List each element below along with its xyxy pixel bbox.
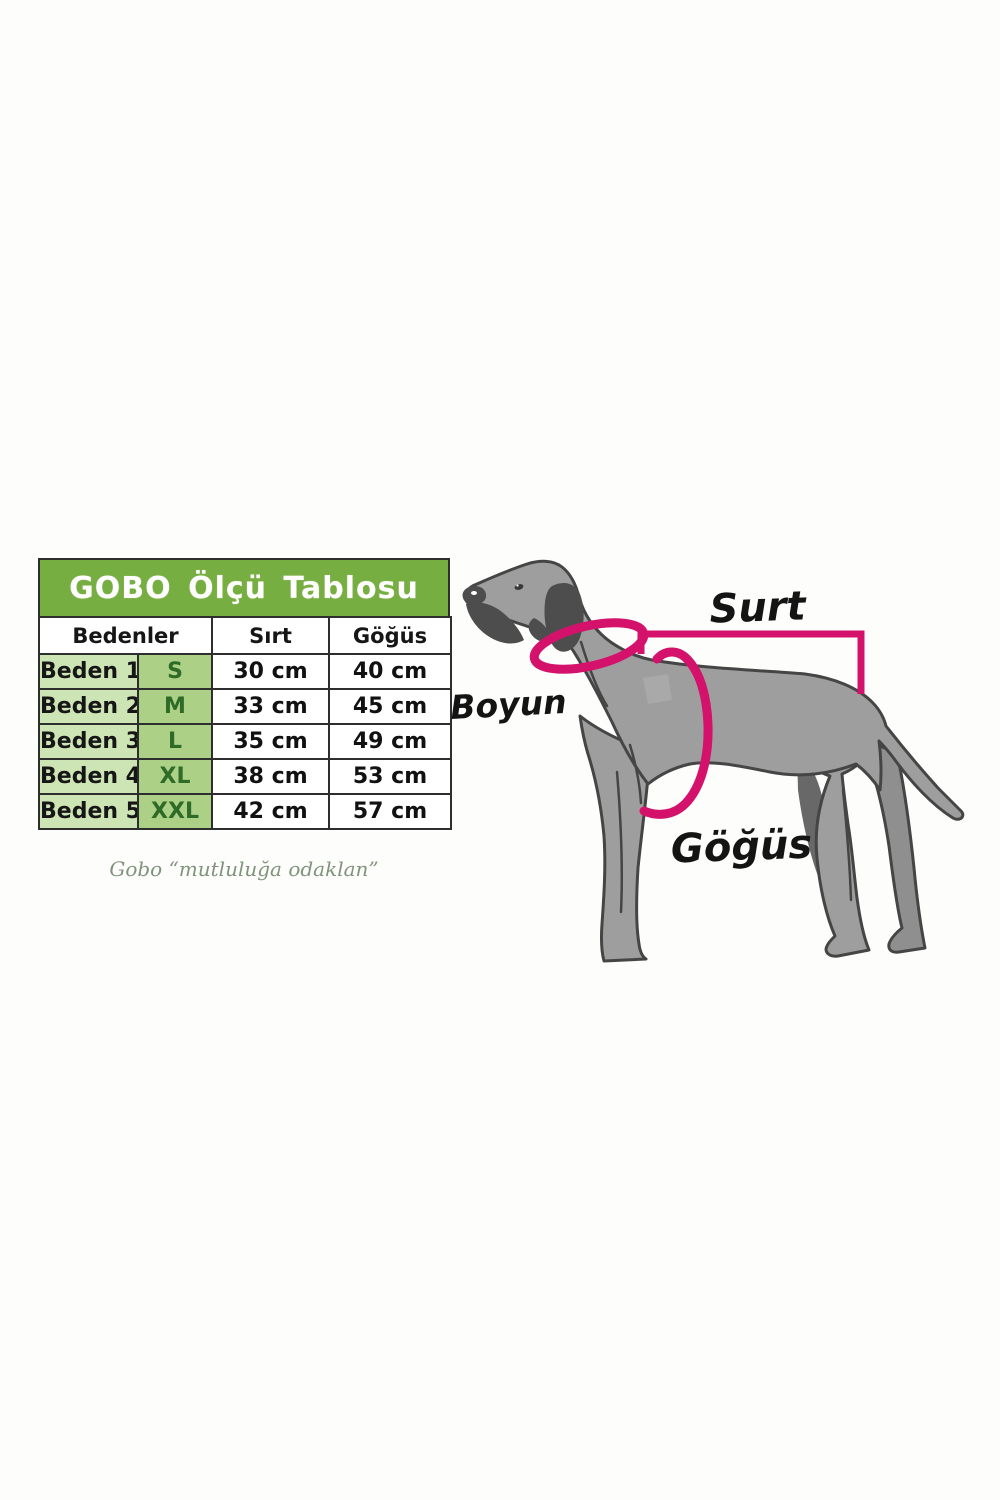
dog-cheek-patch — [528, 618, 551, 642]
size-chart-title: GOBO Ölçü Tablosu — [38, 558, 450, 616]
dog-measurement-diagram: Surt Boyun Göğüs — [449, 559, 965, 963]
cell-chest: 53 cm — [328, 758, 452, 795]
table-row: Beden 4 XL 38 cm 53 cm — [38, 758, 452, 795]
table-header-row: Bedenler Sırt Göğüs — [38, 616, 452, 655]
back-label: Surt — [709, 583, 809, 632]
dog-eye-glint — [516, 584, 519, 587]
cell-size: XXL — [137, 793, 213, 830]
header-gogus: Göğüs — [328, 616, 452, 655]
back-length-bracket — [637, 630, 865, 694]
size-chart-block: GOBO Ölçü Tablosu Bedenler Sırt Göğüs Be… — [38, 558, 452, 881]
cell-back: 35 cm — [211, 723, 330, 760]
cell-chest: 40 cm — [328, 653, 452, 690]
chest-label: Göğüs — [670, 822, 813, 873]
size-table: Bedenler Sırt Göğüs Beden 1 S 30 cm 40 c… — [38, 616, 452, 830]
cell-chest: 45 cm — [328, 688, 452, 725]
table-row: Beden 3 L 35 cm 49 cm — [38, 723, 452, 760]
dog-shoulder-patch — [643, 674, 672, 704]
table-row: Beden 2 M 33 cm 45 cm — [38, 688, 452, 725]
cell-beden: Beden 3 — [38, 723, 139, 760]
cell-chest: 49 cm — [328, 723, 452, 760]
header-sirt: Sırt — [211, 616, 330, 655]
cell-beden: Beden 5 — [38, 793, 139, 830]
cell-back: 30 cm — [211, 653, 330, 690]
cell-beden: Beden 1 — [38, 653, 139, 690]
dog-far-hind-leg — [858, 736, 927, 954]
dog-neck-crease — [579, 640, 609, 708]
dog-muzzle-marking — [466, 602, 524, 644]
dog-nose — [462, 586, 487, 605]
cell-size: S — [137, 653, 213, 690]
cell-beden: Beden 4 — [38, 758, 139, 795]
cell-size: XL — [137, 758, 213, 795]
dog-hind-leg-crease — [841, 788, 853, 902]
brand-tagline: Gobo “mutluluğa odaklan” — [109, 857, 379, 881]
table-row: Beden 5 XXL 42 cm 57 cm — [38, 793, 452, 830]
chest-girth-arc — [639, 647, 713, 819]
table-row: Beden 1 S 30 cm 40 cm — [38, 653, 452, 690]
cell-back: 38 cm — [211, 758, 330, 795]
header-bedenler: Bedenler — [38, 616, 213, 655]
dog-nose-highlight — [471, 591, 477, 595]
cell-back: 42 cm — [211, 793, 330, 830]
cell-size: L — [137, 723, 213, 760]
cell-size: M — [137, 688, 213, 725]
cell-chest: 57 cm — [328, 793, 452, 830]
dog-chest-crease — [628, 743, 643, 805]
cell-back: 33 cm — [211, 688, 330, 725]
cell-beden: Beden 2 — [38, 688, 139, 725]
neck-label: Boyun — [449, 682, 567, 727]
dog-front-leg-crease — [615, 770, 624, 914]
